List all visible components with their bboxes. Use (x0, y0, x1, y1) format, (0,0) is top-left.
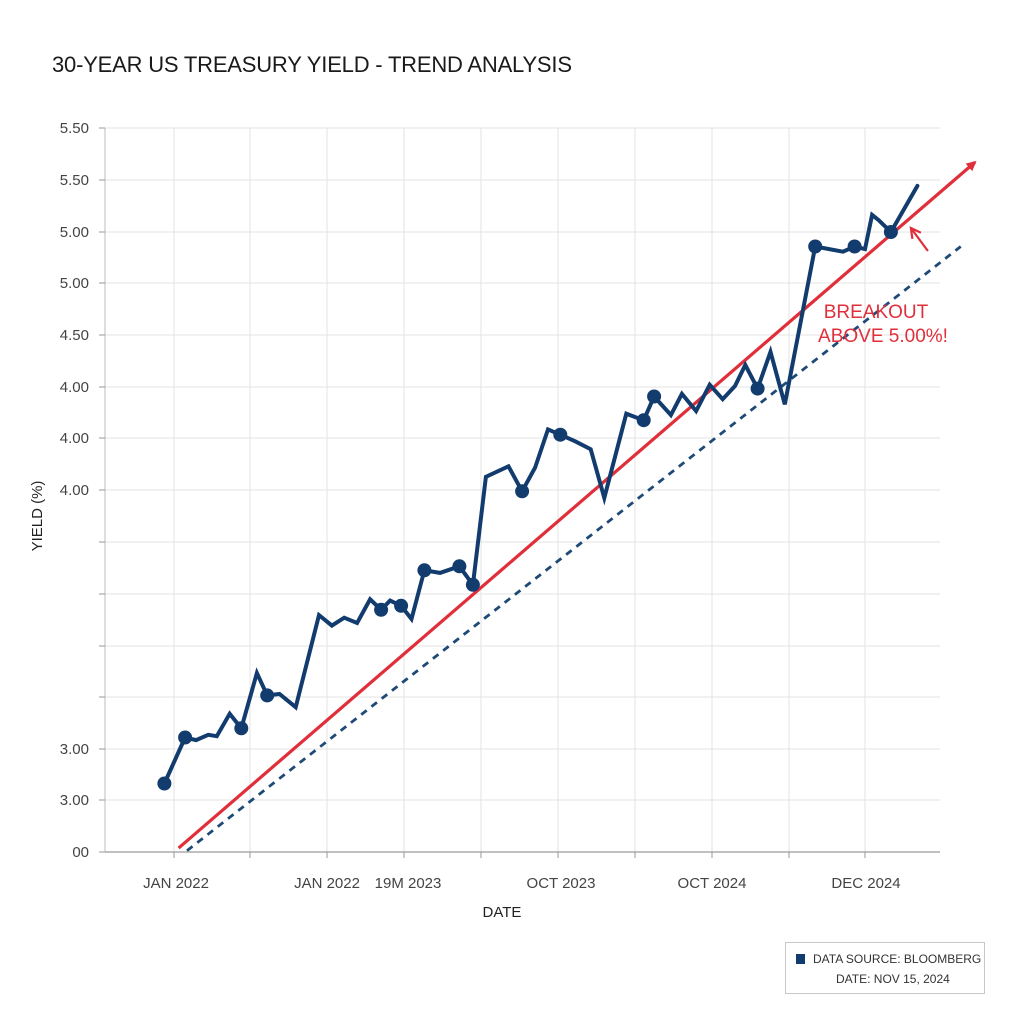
data-point-marker (234, 721, 249, 736)
data-point-marker (452, 559, 467, 574)
data-point-marker (636, 413, 651, 428)
x-tick-label: JAN 2022 (294, 875, 360, 892)
data-point-marker (260, 688, 275, 703)
annotation-line-2: ABOVE 5.00%! (818, 326, 948, 347)
y-axis-title: YIELD (%) (29, 481, 46, 552)
y-tick-label: 4.00 (60, 430, 89, 447)
y-tick-label: 4.50 (60, 327, 89, 344)
data-point-marker (883, 225, 898, 239)
data-point-marker (847, 239, 862, 254)
x-tick-label: DEC 2024 (831, 875, 900, 892)
annotation-line-1: BREAKOUT (824, 302, 929, 323)
y-tick-label: 5.50 (60, 120, 89, 137)
x-axis-title: DATE (483, 904, 522, 921)
x-tick-label: OCT 2023 (527, 875, 596, 892)
data-source-label: DATA SOURCE: BLOOMBERG (813, 952, 982, 966)
data-point-marker (750, 381, 765, 396)
data-point-marker (417, 563, 432, 578)
breakout-annotation: BREAKOUT ABOVE 5.00%! (818, 226, 948, 347)
y-tick-label: 3.00 (60, 741, 89, 758)
x-tick-label: 19M 2023 (375, 875, 442, 892)
data-point-marker (394, 598, 409, 613)
trendlines (177, 160, 977, 852)
y-tick-label: 00 (72, 844, 89, 861)
yield-line (162, 183, 920, 786)
chart-title: 30-YEAR US TREASURY YIELD - TREND ANALYS… (52, 52, 572, 77)
data-point-marker (808, 239, 823, 254)
data-point-marker (178, 730, 193, 745)
axes (99, 127, 940, 858)
y-tick-label: 4.00 (60, 379, 89, 396)
data-point-marker (157, 776, 172, 791)
y-tick-label: 3.00 (60, 792, 89, 809)
y-tick-label: 5.50 (60, 172, 89, 189)
x-tick-label: JAN 2022 (143, 875, 209, 892)
source-date-label: DATE: NOV 15, 2024 (836, 972, 950, 986)
y-tick-label: 5.00 (60, 224, 89, 241)
data-point-marker (553, 427, 568, 442)
x-tick-label: OCT 2024 (678, 875, 747, 892)
data-point-marker (515, 484, 530, 499)
grid-lines (105, 127, 940, 853)
red-trendline-arrow (177, 160, 977, 850)
data-point-marker (374, 602, 389, 617)
data-point-marker (465, 577, 480, 592)
annotation-arrow (909, 226, 929, 252)
y-tick-label: 5.00 (60, 275, 89, 292)
data-source-box: DATA SOURCE: BLOOMBERG DATE: NOV 15, 202… (785, 942, 985, 994)
data-point-marker (647, 389, 662, 404)
legend-square-icon (796, 954, 805, 964)
x-axis-ticks: JAN 2022 JAN 2022 19M 2023 OCT 2023 OCT 2024… (143, 875, 901, 892)
y-tick-label: 4.00 (60, 482, 89, 499)
yield-series (162, 183, 920, 786)
y-axis-ticks: 5.50 5.50 5.00 5.00 4.50 4.00 4.00 4.00 3.00 3.00… (60, 120, 89, 861)
series-markers (157, 225, 898, 791)
